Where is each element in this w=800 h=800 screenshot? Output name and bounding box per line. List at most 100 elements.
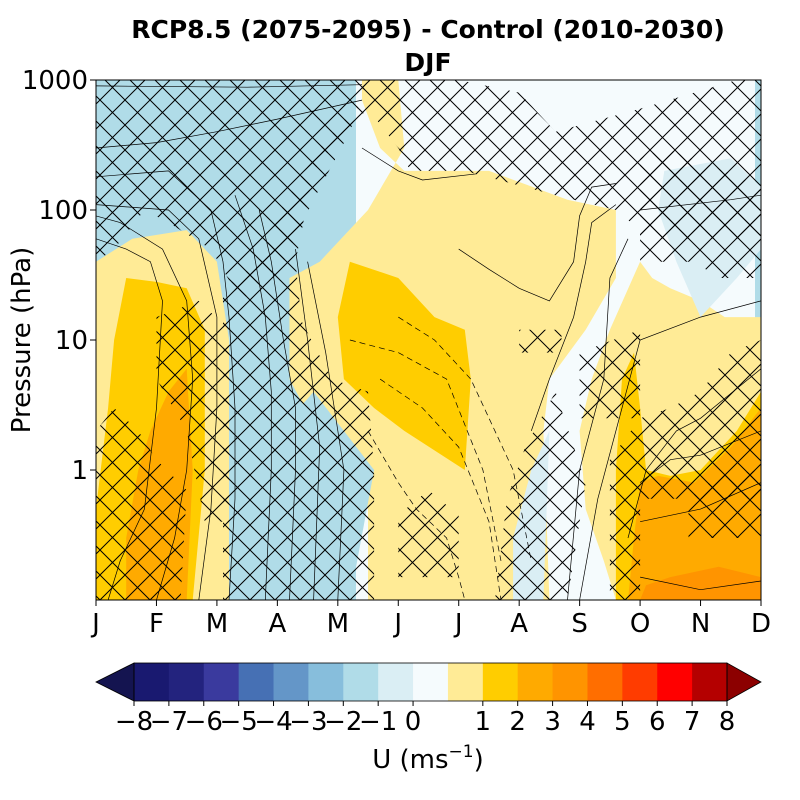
- colorbar-swatch: [168, 663, 205, 701]
- fill-peak-oct-dec: [640, 566, 761, 600]
- contour-line-17: [640, 194, 761, 211]
- contour-line-10: [530, 204, 617, 432]
- colorbar-swatch: [413, 663, 449, 701]
- colorbar-tick-label: 2: [509, 707, 526, 737]
- contour-line-14: [640, 576, 761, 591]
- colorbar-swatch: [378, 663, 414, 701]
- colorbar-tick-label: 4: [579, 707, 596, 737]
- colorbar-swatch: [482, 663, 519, 701]
- hatch-nov-dec: [688, 470, 761, 538]
- contour-line-7: [295, 249, 321, 600]
- colorbar-swatch: [587, 663, 623, 701]
- x-tick-label: M: [327, 609, 349, 639]
- colorbar: −8−7−6−5−4−3−2−1 0 1 2 3 4 5 6 7 8: [95, 662, 762, 737]
- colorbar-swatch: [238, 663, 274, 701]
- colorbar-swatch: [552, 663, 588, 701]
- colorbar-extend-min: [95, 662, 135, 702]
- contour-line-9: [458, 183, 616, 302]
- hatch-jun: [398, 490, 459, 578]
- colorbar-tick-label: −8: [115, 707, 153, 737]
- colorbar-tick-label: 6: [649, 707, 666, 737]
- chart-subtitle: DJF: [404, 48, 451, 77]
- contour-line-2: [96, 215, 194, 600]
- contour-line-16: [639, 430, 761, 483]
- contour-line-15: [640, 482, 761, 523]
- hatch-sep-oct: [609, 418, 641, 600]
- colorbar-tick-label: −6: [185, 707, 223, 737]
- colorbar-tick-label: −2: [324, 707, 362, 737]
- fill-pos-central: [337, 261, 471, 470]
- colorbar-swatch: [447, 663, 484, 701]
- contour-line-12: [579, 300, 761, 600]
- hatch-mar-jun: [223, 80, 761, 600]
- plot-area: [96, 80, 761, 600]
- colorbar-outline: [133, 662, 728, 702]
- colorbar-label-close: ): [474, 745, 484, 775]
- contour-line-11: [567, 238, 629, 600]
- hatch-oct-dec: [640, 340, 761, 499]
- contour-line-6: [258, 209, 296, 600]
- x-tick-label: J: [392, 609, 402, 639]
- colorbar-tick-label: −1: [359, 707, 397, 737]
- colorbar-label-exponent: −1: [449, 742, 474, 762]
- y-tick-label: 10: [55, 326, 88, 356]
- colorbar-tick-label: 0: [405, 707, 422, 737]
- contour-line-23: [349, 339, 502, 561]
- hatch-jan-upper: [96, 408, 187, 600]
- x-tick-label: J: [90, 609, 100, 639]
- hatch-jan-lower: [96, 80, 368, 301]
- colorbar-swatch: [308, 663, 344, 701]
- contour-line-22: [379, 378, 502, 600]
- hatch-feb-mar: [156, 300, 229, 522]
- contour-line-5: [234, 195, 272, 600]
- colorbar-tick-label: −7: [150, 707, 188, 737]
- contour-line-8: [307, 261, 345, 600]
- hatch-aug: [495, 391, 586, 600]
- y-axis-label: Pressure (hPa): [7, 247, 37, 434]
- colorbar-label: U (ms−1): [372, 742, 484, 775]
- x-tick-label: S: [571, 609, 588, 639]
- contour-line-13: [627, 368, 761, 539]
- hatch-aug-small: [519, 329, 562, 353]
- colorbar-tick-label: 1: [475, 707, 492, 737]
- contour-line-21: [367, 430, 466, 600]
- y-tick-label: 100: [38, 196, 88, 226]
- contour-line-19: [96, 84, 363, 88]
- colorbar-swatch: [343, 663, 379, 701]
- colorbar-tick-label: 5: [614, 707, 631, 737]
- colorbar-swatch: [622, 663, 658, 701]
- colorbar-tick-label: −3: [289, 707, 327, 737]
- colorbar-extend-max: [726, 662, 762, 702]
- climatology-contours: [96, 84, 761, 600]
- x-tick-label: A: [510, 609, 528, 639]
- hatch-oct-lower: [640, 148, 761, 239]
- y-axis: 1 10 100 1000: [22, 66, 96, 486]
- x-tick-label: N: [691, 609, 710, 639]
- contour-line-20: [361, 147, 477, 181]
- contour-line-1: [96, 238, 163, 600]
- colorbar-tick-label: 8: [719, 707, 736, 737]
- colorbar-tick-label: 3: [544, 707, 561, 737]
- colorbar-tick-label: −4: [254, 707, 292, 737]
- x-tick-label: J: [453, 609, 463, 639]
- colorbar-swatch: [134, 663, 170, 701]
- chart-title: RCP8.5 (2075-2095) - Control (2010-2030): [131, 15, 725, 44]
- y-tick-label: 1000: [22, 66, 88, 96]
- colorbar-swatch: [692, 663, 728, 701]
- significance-hatching: [96, 80, 761, 600]
- colorbar-tick-label: −5: [219, 707, 257, 737]
- colorbar-swatch: [273, 663, 309, 701]
- x-tick-label: M: [206, 609, 228, 639]
- contour-line-4: [96, 170, 236, 600]
- colorbar-tick-label: 7: [684, 707, 701, 737]
- colorbar-swatch: [657, 663, 693, 701]
- contour-line-18: [96, 99, 363, 149]
- x-tick-label: A: [268, 609, 286, 639]
- x-tick-label: F: [149, 609, 164, 639]
- colorbar-label-main: U (ms: [372, 745, 448, 775]
- x-tick-label: O: [630, 609, 650, 639]
- x-tick-label: D: [751, 609, 771, 639]
- colorbar-swatch: [203, 663, 240, 701]
